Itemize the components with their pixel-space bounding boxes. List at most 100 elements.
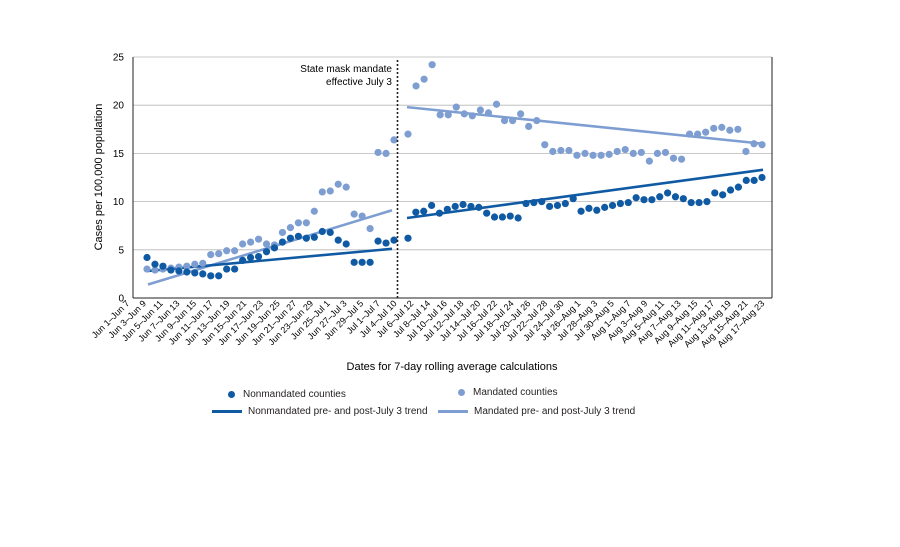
nonmandated-point <box>506 212 514 220</box>
y-axis-label: Cases per 100,000 population <box>93 104 105 251</box>
nonmandated-trend-line-post <box>406 168 764 220</box>
mandated-point <box>452 103 460 111</box>
nonmandated-point <box>428 201 436 210</box>
nonmandated-point <box>175 267 183 275</box>
mandated-point <box>597 151 605 159</box>
mandated-point <box>342 183 350 191</box>
nonmandated-point <box>151 260 159 268</box>
mandated-point <box>581 149 589 157</box>
mandated-point <box>143 265 151 273</box>
nonmandated-point <box>246 253 255 262</box>
legend-nonmandated-trend: Nonmandated pre- and post-July 3 trend <box>212 406 428 417</box>
mandated-point <box>492 100 501 108</box>
mandated-point <box>191 260 199 268</box>
annotation-line-2: effective July 3 <box>326 77 392 88</box>
nonmandated-point <box>483 209 491 217</box>
legend-label-mandated-trend: Mandated pre- and post-July 3 trend <box>474 406 636 417</box>
mandated-point <box>382 149 390 157</box>
nonmandated-point <box>632 194 640 202</box>
mandated-point <box>573 151 581 159</box>
y-tick-label: 20 <box>113 101 125 112</box>
mandated-point <box>476 106 485 114</box>
nonmandated-point <box>262 248 271 256</box>
nonmandated-point <box>734 183 743 191</box>
nonmandated-point <box>334 236 342 244</box>
nonmandated-point <box>366 258 374 266</box>
mandated-point <box>246 238 255 246</box>
legend-line-mandated-trend <box>438 410 468 413</box>
mandated-point <box>677 155 686 163</box>
nonmandated-point <box>459 200 467 209</box>
nonmandated-point <box>350 258 358 266</box>
mandated-point <box>613 147 621 156</box>
nonmandated-point <box>750 176 758 184</box>
nonmandated-point <box>490 213 499 221</box>
nonmandated-point <box>679 195 687 203</box>
mandated-point <box>742 147 750 156</box>
mandated-point <box>231 247 239 255</box>
x-axis-label: Dates for 7-day rolling average calculat… <box>347 361 558 373</box>
mandated-point <box>199 259 207 267</box>
nonmandated-point <box>561 199 569 208</box>
mandated-point <box>500 117 509 125</box>
nonmandated-point <box>239 256 247 265</box>
mandated-point <box>549 147 557 156</box>
mandated-point <box>444 111 452 119</box>
nonmandated-point <box>183 268 191 276</box>
nonmandated-point <box>215 272 223 280</box>
mandated-point <box>390 136 398 144</box>
legend-mandated-trend: Mandated pre- and post-July 3 trend <box>438 406 635 417</box>
nonmandated-point <box>318 227 326 236</box>
nonmandated-point <box>358 258 366 266</box>
mandated-point <box>653 149 662 157</box>
mandated-point <box>484 109 493 117</box>
nonmandated-point <box>231 265 239 273</box>
mandated-point <box>589 151 597 159</box>
nonmandated-point <box>514 214 522 222</box>
mandated-point <box>223 247 231 255</box>
nonmandated-point <box>390 236 398 244</box>
nonmandated-point <box>167 266 175 274</box>
mandated-point <box>605 150 613 158</box>
nonmandated-point <box>530 198 538 207</box>
mandated-point <box>468 112 476 120</box>
nonmandated-point <box>294 232 302 240</box>
mandated-point <box>326 187 334 195</box>
mandated-point <box>718 123 726 131</box>
mandated-point <box>215 250 223 258</box>
annotation-line-1: State mask mandate <box>300 64 392 75</box>
nonmandated-point <box>223 265 231 273</box>
mandated-point <box>404 130 412 138</box>
nonmandated-point <box>374 237 382 245</box>
nonmandated-point <box>719 191 727 199</box>
legend-dot-mandated <box>458 389 465 396</box>
mandated-point <box>533 117 541 125</box>
nonmandated-point <box>687 198 695 207</box>
mandated-point <box>310 207 318 215</box>
mandated-point <box>183 262 191 270</box>
mandated-point <box>374 148 382 157</box>
nonmandated-point <box>703 198 711 206</box>
mandated-point <box>645 157 653 165</box>
mandated-point <box>621 145 629 154</box>
mandated-point <box>318 188 326 196</box>
legend-label-mandated: Mandated counties <box>473 387 558 398</box>
mandated-point <box>702 128 710 136</box>
nonmandated-point <box>648 196 656 204</box>
mandated-point <box>366 224 374 233</box>
nonmandated-point <box>207 272 215 280</box>
mandated-point <box>262 240 271 248</box>
nonmandated-point <box>310 233 318 241</box>
nonmandated-point <box>742 176 750 184</box>
nonmandated-point <box>270 244 279 252</box>
nonmandated-point <box>640 196 648 204</box>
legend-nonmandated-counties: Nonmandated counties <box>228 389 346 400</box>
nonmandated-point <box>522 199 530 208</box>
mandated-point <box>151 266 159 274</box>
mandated-point <box>685 130 694 138</box>
nonmandated-point <box>656 193 664 201</box>
mandated-point <box>710 124 718 132</box>
nonmandated-point <box>254 252 263 261</box>
nonmandated-point <box>191 269 199 277</box>
nonmandated-point <box>671 193 680 201</box>
